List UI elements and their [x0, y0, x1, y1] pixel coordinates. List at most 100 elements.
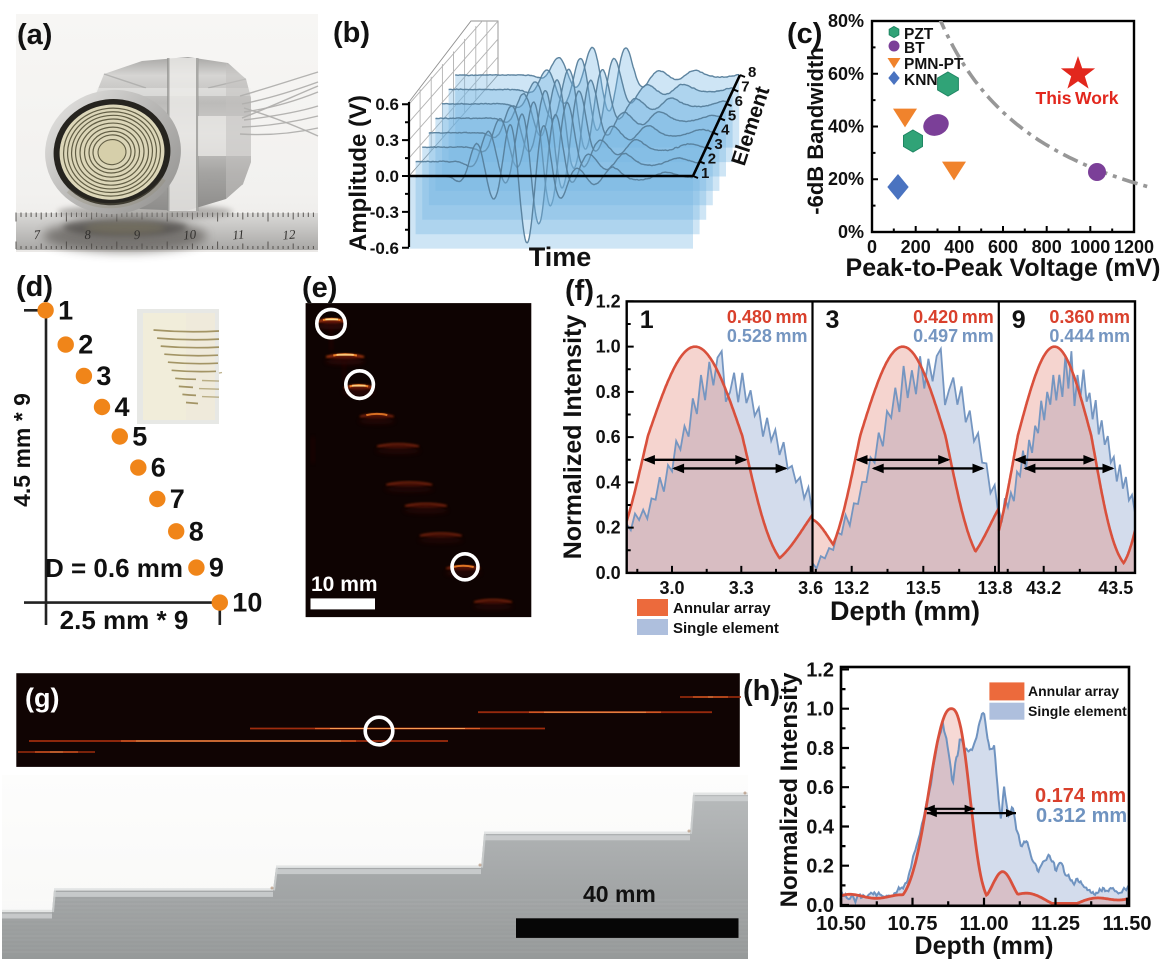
svg-text:0: 0	[867, 237, 877, 257]
svg-text:Annular array: Annular array	[673, 600, 771, 617]
svg-text:13.5: 13.5	[906, 578, 941, 598]
svg-text:1.0: 1.0	[806, 699, 834, 721]
svg-text:Peak-to-Peak Voltage (mV): Peak-to-Peak Voltage (mV)	[846, 254, 1161, 282]
svg-text:8: 8	[189, 516, 204, 546]
svg-text:10: 10	[232, 588, 262, 618]
svg-text:1: 1	[701, 165, 709, 182]
svg-text:0.0: 0.0	[375, 167, 399, 186]
svg-text:0.497 mm: 0.497 mm	[913, 326, 994, 346]
svg-text:(g): (g)	[25, 683, 59, 713]
svg-text:4: 4	[721, 122, 730, 139]
svg-text:Single element: Single element	[1028, 703, 1127, 719]
svg-text:0.8: 0.8	[806, 738, 834, 760]
svg-text:Depth (mm): Depth (mm)	[915, 932, 1054, 960]
svg-text:2.5 mm * 9: 2.5 mm * 9	[60, 605, 189, 635]
svg-text:1200: 1200	[1114, 237, 1154, 257]
svg-text:6: 6	[735, 93, 743, 110]
svg-text:800: 800	[1032, 237, 1062, 257]
svg-text:3: 3	[96, 361, 111, 391]
svg-text:11: 11	[232, 227, 245, 243]
svg-text:0.4: 0.4	[596, 472, 621, 492]
svg-text:11.25: 11.25	[1031, 913, 1080, 935]
svg-text:7: 7	[170, 484, 185, 514]
svg-text:9: 9	[209, 553, 224, 583]
svg-text:Depth (mm): Depth (mm)	[830, 596, 980, 626]
svg-text:D = 0.6 mm: D = 0.6 mm	[45, 553, 183, 583]
svg-text:6: 6	[151, 453, 166, 483]
svg-text:BT: BT	[904, 40, 925, 57]
svg-text:0.0: 0.0	[596, 563, 621, 583]
svg-text:Time: Time	[529, 242, 592, 272]
svg-text:9: 9	[133, 227, 141, 243]
svg-text:9: 9	[1012, 306, 1026, 334]
svg-text:0.6: 0.6	[806, 777, 834, 799]
svg-text:1.0: 1.0	[596, 337, 621, 357]
svg-text:This Work: This Work	[1036, 88, 1119, 108]
svg-text:5: 5	[132, 422, 147, 452]
svg-text:3.6: 3.6	[798, 578, 823, 598]
svg-text:2: 2	[708, 151, 716, 168]
svg-text:10: 10	[182, 226, 197, 242]
svg-text:600: 600	[988, 237, 1018, 257]
svg-text:8: 8	[84, 227, 92, 243]
svg-text:7: 7	[741, 78, 749, 95]
svg-text:Single element: Single element	[673, 620, 779, 637]
svg-text:(f): (f)	[565, 275, 594, 307]
svg-text:(c): (c)	[787, 18, 822, 50]
svg-text:PMN-PT: PMN-PT	[904, 56, 964, 73]
svg-text:10.50: 10.50	[816, 913, 866, 935]
svg-text:40%: 40%	[828, 117, 864, 137]
svg-text:0.2: 0.2	[806, 856, 834, 878]
svg-text:0.0: 0.0	[806, 895, 834, 917]
svg-text:0.444 mm: 0.444 mm	[1049, 326, 1130, 346]
svg-text:0.4: 0.4	[806, 817, 835, 839]
svg-text:11.00: 11.00	[960, 913, 1009, 935]
svg-text:Normalized Intensity: Normalized Intensity	[559, 315, 587, 560]
svg-text:8: 8	[748, 64, 756, 81]
svg-text:0.3: 0.3	[375, 131, 399, 150]
svg-text:5: 5	[728, 107, 736, 124]
svg-text:1: 1	[640, 306, 654, 334]
svg-text:0.420 mm: 0.420 mm	[913, 307, 994, 327]
svg-text:0.6: 0.6	[596, 427, 621, 447]
svg-text:3.0: 3.0	[659, 578, 684, 598]
svg-text:3: 3	[826, 306, 840, 334]
svg-text:Amplitude (V): Amplitude (V)	[345, 95, 372, 251]
svg-text:0.360 mm: 0.360 mm	[1049, 307, 1130, 327]
svg-text:20%: 20%	[828, 169, 864, 189]
svg-text:0.528 mm: 0.528 mm	[727, 326, 808, 346]
svg-text:KNN: KNN	[904, 72, 938, 89]
svg-text:400: 400	[944, 237, 974, 257]
svg-text:2: 2	[78, 330, 93, 360]
svg-text:0.174 mm: 0.174 mm	[1035, 785, 1126, 807]
svg-text:-0.3: -0.3	[370, 203, 399, 222]
svg-text:0.8: 0.8	[596, 382, 621, 402]
svg-text:1: 1	[58, 295, 73, 325]
svg-text:(h): (h)	[743, 675, 780, 707]
svg-text:(a): (a)	[17, 19, 52, 51]
svg-text:(d): (d)	[16, 271, 53, 303]
svg-text:13.8: 13.8	[977, 578, 1012, 598]
svg-text:60%: 60%	[828, 64, 864, 84]
svg-text:10 mm: 10 mm	[311, 573, 378, 596]
svg-text:PZT: PZT	[904, 26, 934, 43]
svg-text:0.312 mm: 0.312 mm	[1036, 805, 1127, 827]
svg-text:4.5 mm * 9: 4.5 mm * 9	[9, 393, 35, 507]
svg-text:Normalized Intensity: Normalized Intensity	[776, 672, 803, 907]
svg-text:1.2: 1.2	[806, 659, 834, 681]
svg-text:(b): (b)	[333, 17, 370, 49]
svg-text:13.2: 13.2	[834, 578, 869, 598]
svg-text:(e): (e)	[302, 272, 337, 304]
svg-text:43.2: 43.2	[1026, 578, 1061, 598]
svg-text:0.6: 0.6	[375, 95, 399, 114]
svg-text:200: 200	[901, 237, 931, 257]
svg-text:0.480 mm: 0.480 mm	[727, 307, 808, 327]
svg-text:80%: 80%	[828, 11, 864, 31]
svg-text:10.75: 10.75	[887, 913, 937, 935]
svg-text:0.2: 0.2	[596, 518, 621, 538]
svg-text:Annular array: Annular array	[1028, 683, 1119, 699]
svg-text:3: 3	[714, 136, 722, 153]
svg-text:0%: 0%	[838, 222, 864, 242]
svg-text:40 mm: 40 mm	[583, 881, 656, 907]
svg-text:-6dB Bandwidth: -6dB Bandwidth	[803, 47, 828, 214]
